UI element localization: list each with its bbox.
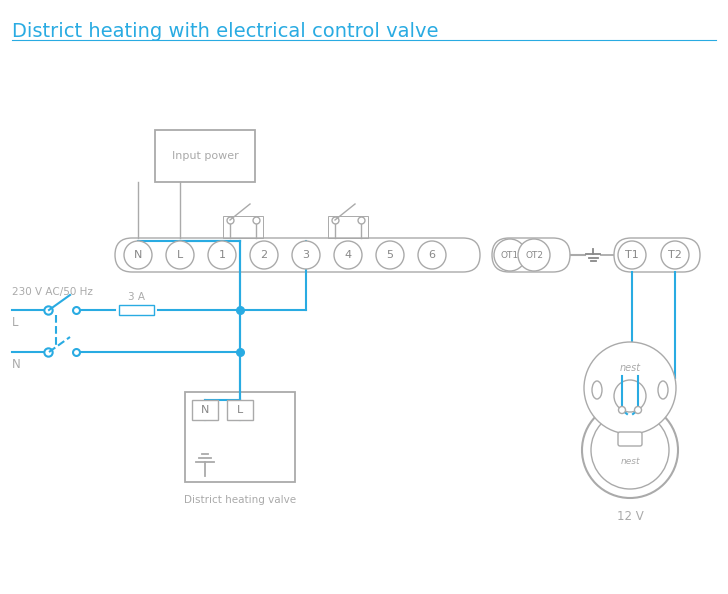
Text: L: L — [12, 315, 18, 328]
Circle shape — [494, 239, 526, 271]
Text: 230 V AC/50 Hz: 230 V AC/50 Hz — [12, 287, 93, 297]
FancyBboxPatch shape — [614, 238, 700, 272]
Text: 3: 3 — [303, 250, 309, 260]
Text: 1: 1 — [218, 250, 226, 260]
FancyBboxPatch shape — [192, 400, 218, 420]
Circle shape — [618, 241, 646, 269]
Text: T2: T2 — [668, 250, 682, 260]
FancyBboxPatch shape — [155, 130, 255, 182]
Text: N: N — [134, 250, 142, 260]
Circle shape — [166, 241, 194, 269]
FancyBboxPatch shape — [227, 400, 253, 420]
Ellipse shape — [592, 381, 602, 399]
Circle shape — [376, 241, 404, 269]
Text: L: L — [177, 250, 183, 260]
Circle shape — [661, 241, 689, 269]
Text: N: N — [12, 358, 21, 371]
FancyBboxPatch shape — [618, 432, 642, 446]
Text: nest: nest — [620, 457, 640, 466]
FancyBboxPatch shape — [115, 238, 480, 272]
Text: OT2: OT2 — [525, 251, 543, 260]
Circle shape — [582, 402, 678, 498]
Text: 3 A: 3 A — [128, 292, 145, 302]
Circle shape — [591, 411, 669, 489]
Text: 2: 2 — [261, 250, 268, 260]
Circle shape — [124, 241, 152, 269]
Circle shape — [518, 239, 550, 271]
Circle shape — [208, 241, 236, 269]
Text: OT1: OT1 — [501, 251, 519, 260]
Circle shape — [418, 241, 446, 269]
FancyBboxPatch shape — [492, 238, 570, 272]
Text: 12 V: 12 V — [617, 510, 644, 523]
Text: T1: T1 — [625, 250, 639, 260]
Text: 5: 5 — [387, 250, 394, 260]
Text: L: L — [237, 405, 243, 415]
Ellipse shape — [658, 381, 668, 399]
Text: nest: nest — [620, 363, 641, 373]
Text: 6: 6 — [429, 250, 435, 260]
Circle shape — [635, 406, 641, 413]
Circle shape — [292, 241, 320, 269]
Circle shape — [334, 241, 362, 269]
Text: District heating with electrical control valve: District heating with electrical control… — [12, 22, 438, 41]
Text: Input power: Input power — [172, 151, 238, 161]
Text: District heating valve: District heating valve — [184, 495, 296, 505]
Circle shape — [614, 380, 646, 412]
Text: N: N — [201, 405, 209, 415]
FancyBboxPatch shape — [119, 305, 154, 315]
Circle shape — [250, 241, 278, 269]
Circle shape — [619, 406, 625, 413]
Circle shape — [584, 342, 676, 434]
FancyBboxPatch shape — [185, 392, 295, 482]
Text: 4: 4 — [344, 250, 352, 260]
